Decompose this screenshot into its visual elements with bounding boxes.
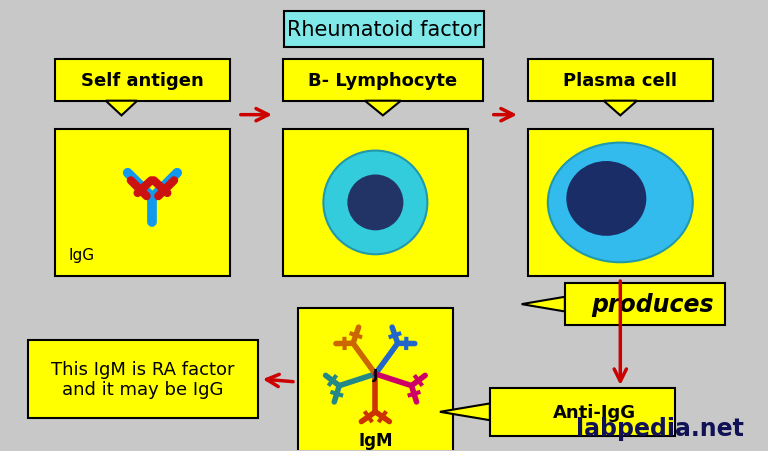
Circle shape	[323, 151, 427, 255]
Polygon shape	[55, 129, 230, 276]
Text: labpedia.net: labpedia.net	[576, 416, 743, 440]
Polygon shape	[604, 101, 637, 116]
Ellipse shape	[548, 143, 693, 262]
Polygon shape	[284, 12, 484, 48]
Polygon shape	[298, 308, 453, 451]
Polygon shape	[365, 101, 401, 116]
Text: B- Lymphocyte: B- Lymphocyte	[308, 72, 458, 90]
Polygon shape	[28, 340, 258, 418]
Polygon shape	[564, 284, 725, 325]
Polygon shape	[440, 404, 490, 420]
Text: Plasma cell: Plasma cell	[563, 72, 677, 90]
Polygon shape	[490, 388, 675, 436]
Polygon shape	[528, 60, 713, 101]
Text: Self antigen: Self antigen	[81, 72, 204, 90]
Circle shape	[347, 175, 403, 231]
Text: Anti-IgG: Anti-IgG	[553, 403, 636, 421]
Text: J: J	[372, 367, 378, 381]
Polygon shape	[521, 297, 564, 312]
Text: This IgM is RA factor
and it may be IgG: This IgM is RA factor and it may be IgG	[51, 360, 235, 398]
Polygon shape	[528, 129, 713, 276]
Polygon shape	[55, 60, 230, 101]
Text: produces: produces	[591, 292, 714, 317]
Text: IgM: IgM	[358, 431, 392, 449]
Ellipse shape	[566, 161, 647, 236]
Polygon shape	[283, 60, 483, 101]
Polygon shape	[283, 129, 468, 276]
Text: Rheumatoid factor: Rheumatoid factor	[286, 20, 481, 40]
Text: IgG: IgG	[69, 248, 95, 262]
Polygon shape	[106, 101, 137, 116]
